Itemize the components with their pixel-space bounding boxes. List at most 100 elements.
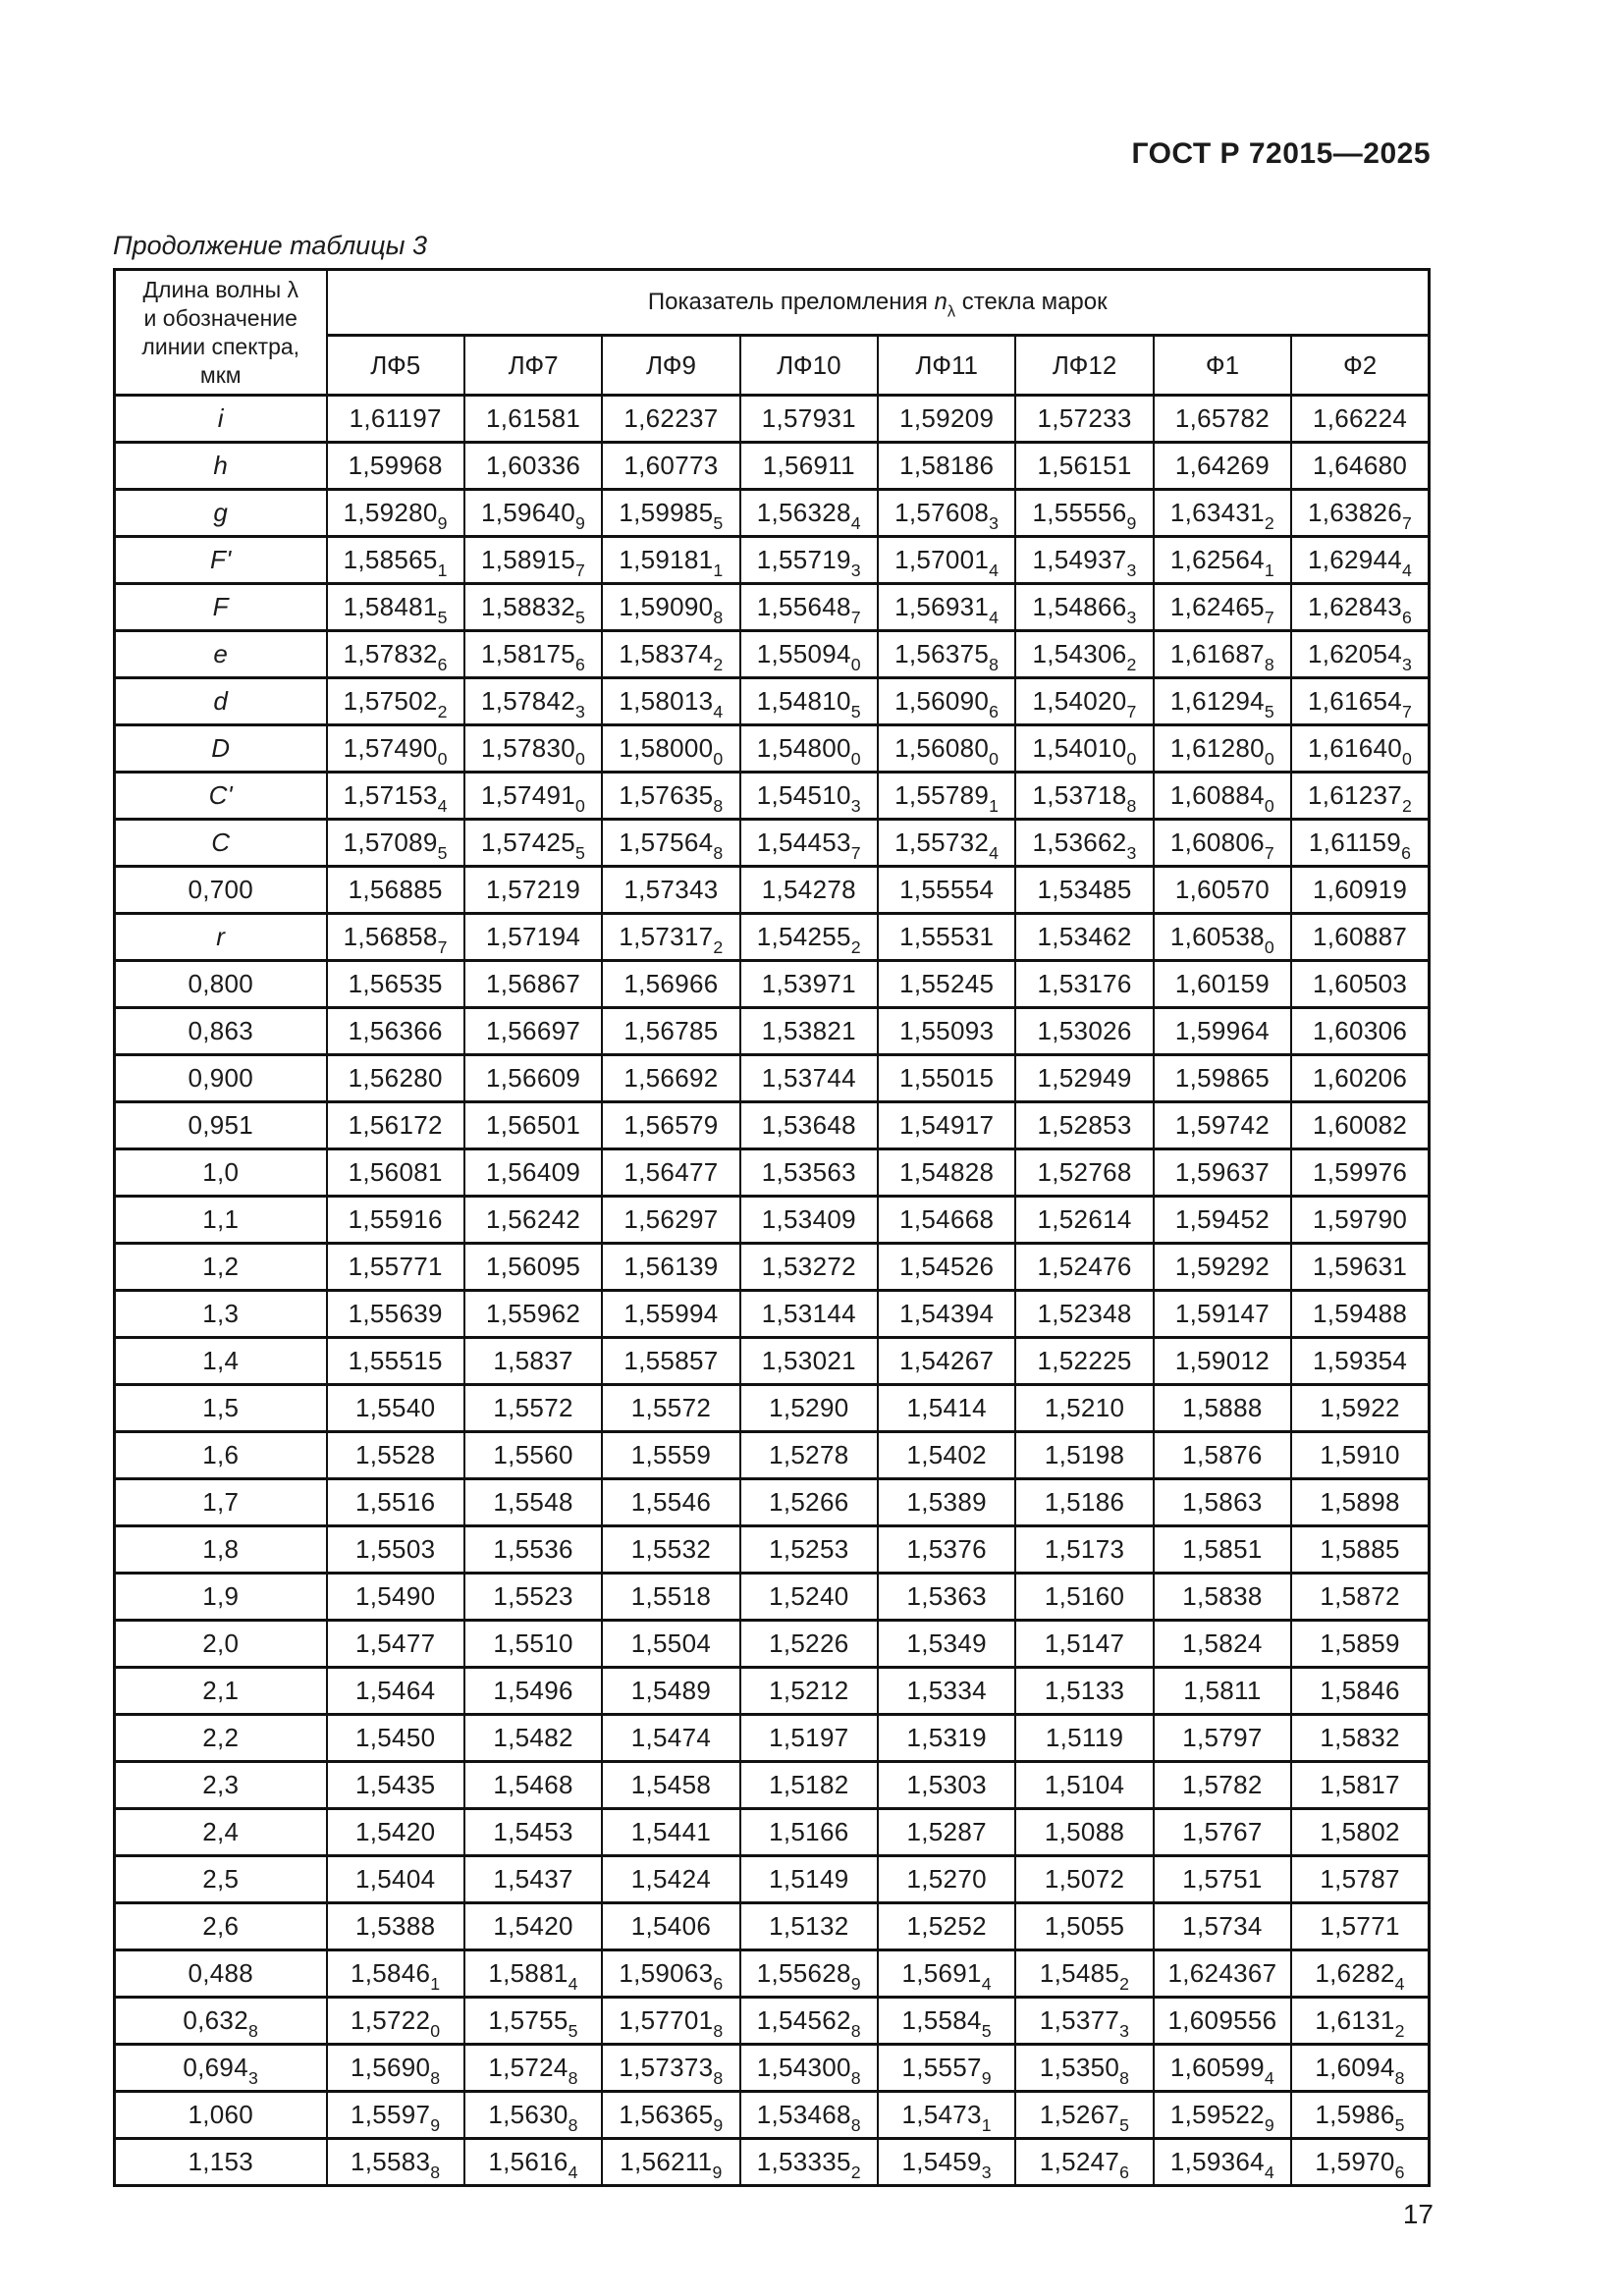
refraction-span-header: Показатель преломления nλ стекла марок [325, 268, 1431, 337]
wavelength-column-header: Длина волны λ и обозначение линии спектр… [113, 268, 328, 397]
refractive-index-value: 1,556487 [738, 582, 880, 632]
refractive-index-value: 1,60159 [1152, 959, 1293, 1009]
refractive-index-value: 1,5173 [1014, 1524, 1155, 1575]
refractive-index-value: 1,5055 [1014, 1901, 1155, 1951]
refractive-index-value: 1,60887 [1290, 912, 1431, 962]
refractive-index-value: 1,59706 [1290, 2137, 1431, 2187]
table-row: F 1,584815 1,588325 1,590908 1,556487 1,56931… [113, 582, 1431, 632]
refractive-index-value: 1,55639 [325, 1289, 465, 1339]
refractive-index-value: 1,5474 [601, 1713, 741, 1763]
refractive-index-value: 1,54267 [876, 1336, 1017, 1386]
refractive-index-value: 1,56409 [462, 1148, 604, 1198]
refractive-index-value: 1,52476 [1014, 2137, 1155, 2187]
refractive-index-value: 1,53648 [738, 1100, 880, 1150]
refractive-index-value: 1,573738 [601, 2043, 741, 2093]
refractive-index-value: 1,59865 [1152, 1053, 1293, 1103]
glass-grade-column-header: Ф1 [1152, 334, 1293, 397]
refractive-index-value: 1,563659 [601, 2090, 741, 2140]
refractive-index-value: 1,5528 [325, 1430, 465, 1480]
row-label: 1,8 [113, 1524, 328, 1575]
refractive-index-value: 1,570895 [325, 818, 465, 868]
row-label: 1,1 [113, 1195, 328, 1245]
refractive-index-value: 1,60948 [1290, 2043, 1431, 2093]
table-row: d 1,575022 1,578423 1,580134 1,548105 1,56090… [113, 676, 1431, 726]
refractive-index-value: 1,5885 [1290, 1524, 1431, 1575]
refractive-index-value: 1,5133 [1014, 1666, 1155, 1716]
refractive-index-value: 1,5240 [738, 1572, 880, 1622]
table-row: 1,5 1,5540 1,5572 1,5572 1,5290 1,5414 1,5210 1… [113, 1383, 1431, 1433]
refractive-index-value: 1,5477 [325, 1619, 465, 1669]
refractive-index-value: 1,53971 [738, 959, 880, 1009]
refractive-index-value: 1,53744 [738, 1053, 880, 1103]
refractive-index-value: 1,5496 [462, 1666, 604, 1716]
refractive-index-value: 1,54828 [876, 1148, 1017, 1198]
refractive-index-value: 1,55015 [876, 1053, 1017, 1103]
refractive-index-value: 1,557891 [876, 771, 1017, 821]
refractive-index-value: 1,5253 [738, 1524, 880, 1575]
refractive-index-value: 1,60919 [1290, 865, 1431, 915]
refractive-index-value: 1,5278 [738, 1430, 880, 1480]
refractive-index-value: 1,575648 [601, 818, 741, 868]
table-row: 2,6 1,5388 1,5420 1,5406 1,5132 1,5252 1,5055 1… [113, 1901, 1431, 1951]
refractive-index-value: 1,5734 [1152, 1901, 1293, 1951]
refractive-index-value: 1,5888 [1152, 1383, 1293, 1433]
table-row: 1,4 1,55515 1,5837 1,55857 1,53021 1,54267 1,5… [113, 1336, 1431, 1386]
table-row: 1,153 1,55838 1,56164 1,562119 1,533352 1,545… [113, 2137, 1431, 2187]
refractive-index-value: 1,59292 [1152, 1242, 1293, 1292]
refractive-index-value: 1,555569 [1014, 488, 1155, 538]
row-label: r [113, 912, 328, 962]
refractive-index-value: 1,56081 [325, 1148, 465, 1198]
refractive-index-value: 1,59968 [325, 441, 465, 491]
refractive-index-value: 1,625641 [1152, 535, 1293, 585]
refractive-index-value: 1,5376 [876, 1524, 1017, 1575]
table-row: C' 1,571534 1,574910 1,576358 1,545103 1,5578… [113, 771, 1431, 821]
glass-grade-column-header: ЛФ10 [738, 334, 880, 397]
refractive-index-value: 1,60503 [1290, 959, 1431, 1009]
refractive-index-value: 1,5817 [1290, 1760, 1431, 1810]
row-label: 0,700 [113, 865, 328, 915]
row-label: e [113, 629, 328, 679]
refractive-index-value: 1,575022 [325, 676, 465, 726]
row-label: 2,4 [113, 1807, 328, 1857]
refractive-index-value: 1,53409 [738, 1195, 880, 1245]
refractive-index-value: 1,580000 [601, 723, 741, 774]
row-label: D [113, 723, 328, 774]
refractive-index-value: 1,536623 [1014, 818, 1155, 868]
refractive-index-value: 1,57220 [325, 1996, 465, 2046]
refractive-index-value: 1,5846 [1290, 1666, 1431, 1716]
refractive-index-value: 1,5149 [738, 1854, 880, 1904]
refractive-index-value: 1,620543 [1290, 629, 1431, 679]
refractive-index-value: 1,570014 [876, 535, 1017, 585]
refractive-index-value: 1,540207 [1014, 676, 1155, 726]
refractive-index-value: 1,608840 [1152, 771, 1293, 821]
refractive-index-value: 1,5787 [1290, 1854, 1431, 1904]
refractive-index-value: 1,5837 [462, 1336, 604, 1386]
refractive-index-value: 1,576358 [601, 771, 741, 821]
table-row: 2,4 1,5420 1,5453 1,5441 1,5166 1,5287 1,5088 1… [113, 1807, 1431, 1857]
refractive-index-value: 1,5490 [325, 1572, 465, 1622]
table-row: 2,3 1,5435 1,5468 1,5458 1,5182 1,5303 1,5104 1… [113, 1760, 1431, 1810]
refractive-index-value: 1,5771 [1290, 1901, 1431, 1951]
row-label: 0,863 [113, 1006, 328, 1056]
refractive-index-value: 1,56785 [601, 1006, 741, 1056]
refractive-index-value: 1,5334 [876, 1666, 1017, 1716]
row-label: 0,6328 [113, 1996, 328, 2046]
row-label: 1,3 [113, 1289, 328, 1339]
refractive-index-value: 1,55979 [325, 2090, 465, 2140]
refractive-index-value: 1,56297 [601, 1195, 741, 1245]
refractive-index-value: 1,562119 [601, 2137, 741, 2187]
n-symbol-subscript: λ [947, 302, 956, 321]
refractive-index-value: 1,58814 [462, 1949, 604, 1999]
glass-grade-column-header: ЛФ11 [876, 334, 1017, 397]
refractive-index-value: 1,574910 [462, 771, 604, 821]
glass-grade-column-header: ЛФ7 [462, 334, 604, 397]
refractive-index-table: Длина волны λ и обозначение линии спектр… [113, 268, 1431, 2187]
refractive-index-value: 1,56908 [325, 2043, 465, 2093]
refractive-index-value: 1,557193 [738, 535, 880, 585]
refractive-index-value: 1,5104 [1014, 1760, 1155, 1810]
refractive-index-value: 1,548000 [738, 723, 880, 774]
refractive-index-value: 1,56164 [462, 2137, 604, 2187]
refractive-index-value: 1,55245 [876, 959, 1017, 1009]
refractive-index-value: 1,5516 [325, 1477, 465, 1527]
refractive-index-value: 1,57219 [462, 865, 604, 915]
